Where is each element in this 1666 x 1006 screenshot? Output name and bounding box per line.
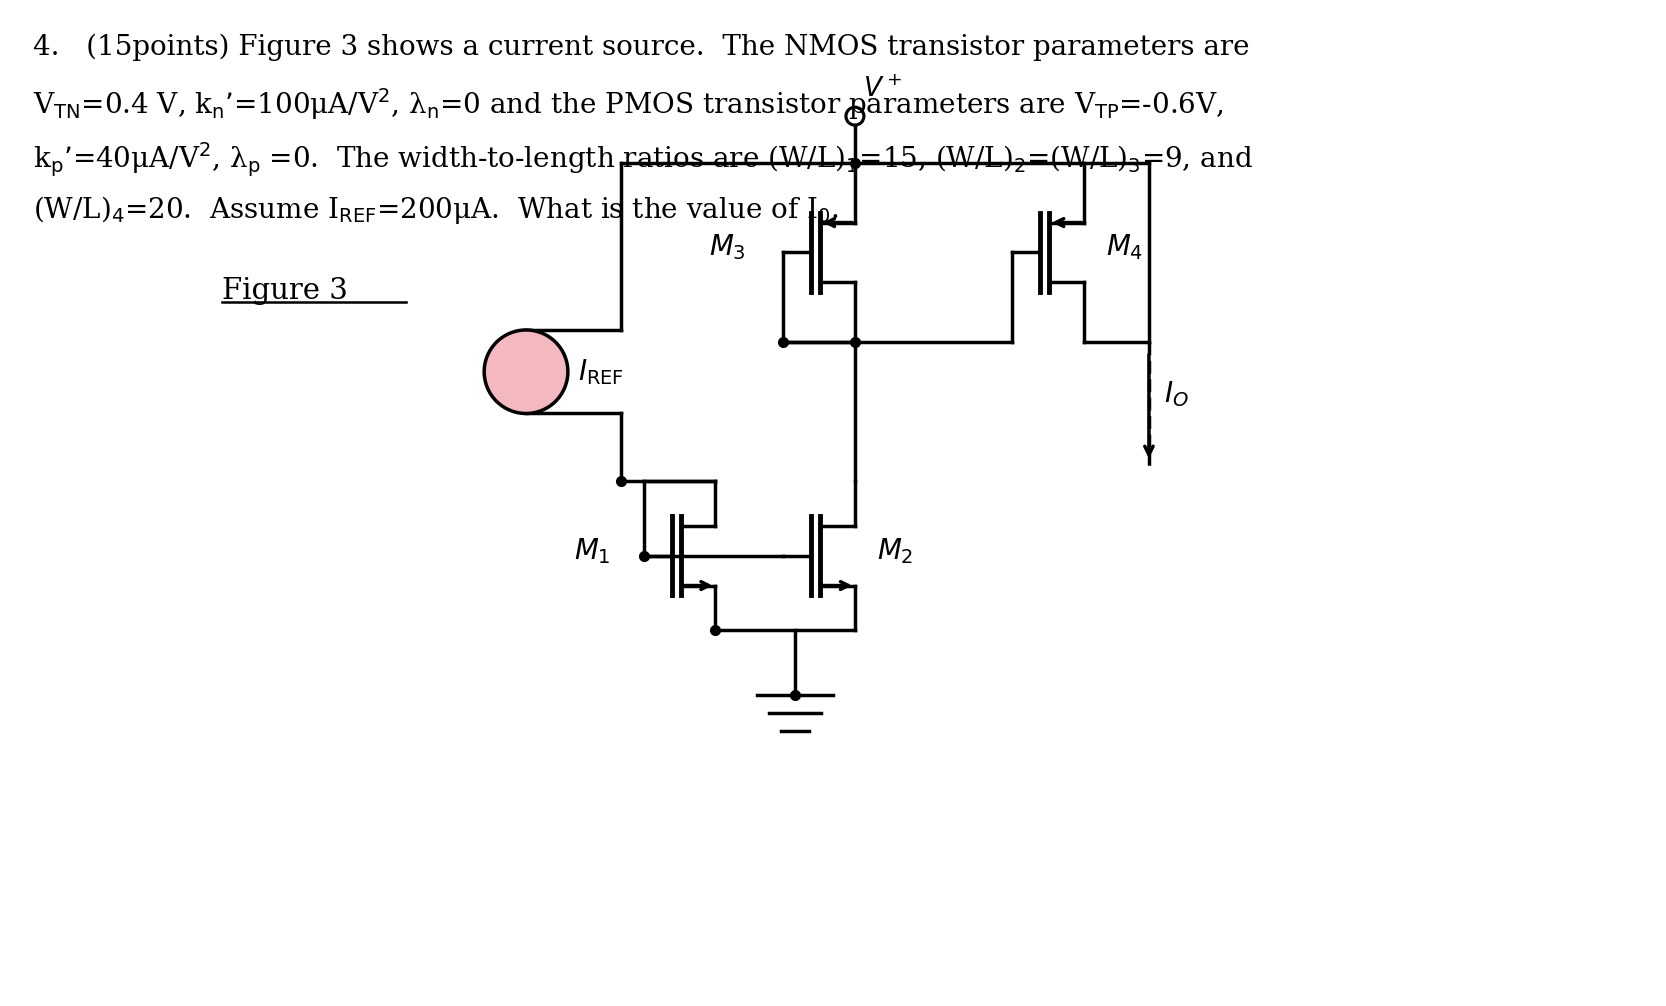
Text: $I_{\rm REF}$: $I_{\rm REF}$ bbox=[578, 357, 623, 386]
Text: $M_2$: $M_2$ bbox=[876, 536, 913, 565]
Text: $I_O$: $I_O$ bbox=[1165, 379, 1188, 409]
Text: $M_3$: $M_3$ bbox=[708, 232, 745, 263]
Text: $M_4$: $M_4$ bbox=[1106, 232, 1143, 263]
Text: k$_{\rm p}$’=40μA/V$^2$, λ$_{\rm p}$ =0.  The width-to-length ratios are (W/L)$_: k$_{\rm p}$’=40μA/V$^2$, λ$_{\rm p}$ =0.… bbox=[33, 140, 1253, 178]
Text: $M_1$: $M_1$ bbox=[575, 536, 611, 565]
Text: Figure 3: Figure 3 bbox=[222, 278, 348, 305]
Text: V$_{\rm TN}$=0.4 V, k$_{\rm n}$’=100μA/V$^2$, λ$_{\rm n}$=0 and the PMOS transis: V$_{\rm TN}$=0.4 V, k$_{\rm n}$’=100μA/V… bbox=[33, 87, 1223, 122]
Text: (W/L)$_4$=20.  Assume I$_{\rm REF}$=200μA.  What is the value of I$_0$.: (W/L)$_4$=20. Assume I$_{\rm REF}$=200μA… bbox=[33, 194, 838, 225]
Text: 4.   (15points) Figure 3 shows a current source.  The NMOS transistor parameters: 4. (15points) Figure 3 shows a current s… bbox=[33, 33, 1250, 61]
Circle shape bbox=[485, 330, 568, 413]
Text: $V^+$: $V^+$ bbox=[863, 75, 901, 103]
